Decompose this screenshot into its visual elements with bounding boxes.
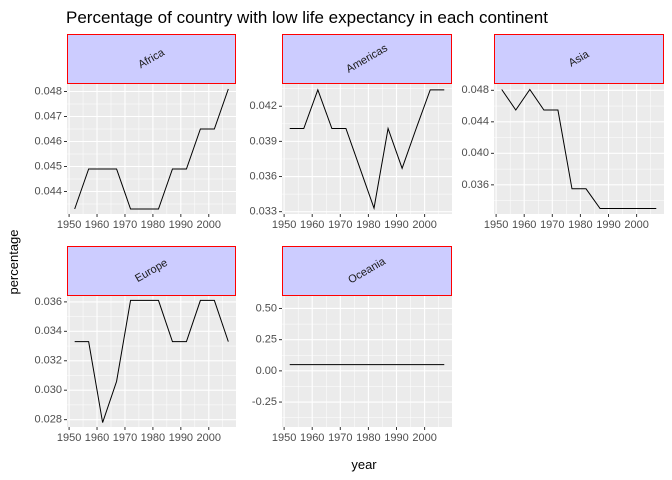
x-tick-label: 1950 bbox=[484, 219, 508, 231]
series-line-asia bbox=[501, 88, 657, 209]
y-tick-label: 0.033 bbox=[249, 206, 277, 218]
x-tick-label: 2000 bbox=[197, 432, 221, 444]
y-tick-label: 0.047 bbox=[34, 110, 62, 122]
x-tick-label: 2000 bbox=[197, 219, 221, 231]
x-tick-label: 1960 bbox=[300, 432, 324, 444]
panel-background bbox=[494, 84, 664, 214]
y-tick-label: 0.036 bbox=[461, 179, 489, 191]
x-tick-label: 1960 bbox=[85, 219, 109, 231]
facet-strip bbox=[67, 34, 236, 84]
x-tick-label: 1970 bbox=[328, 432, 352, 444]
x-tick-label: 1950 bbox=[272, 432, 296, 444]
x-tick-label: 1950 bbox=[57, 432, 81, 444]
y-tick-label: 0.036 bbox=[249, 170, 277, 182]
facet-strip bbox=[494, 34, 664, 84]
x-tick-label: 1990 bbox=[596, 219, 620, 231]
y-axis-title: percentage bbox=[6, 229, 21, 294]
x-tick-label: 1960 bbox=[300, 219, 324, 231]
x-tick-label: 1970 bbox=[113, 432, 137, 444]
y-tick-label: 0.044 bbox=[34, 185, 62, 197]
x-tick-label: 1960 bbox=[85, 432, 109, 444]
y-tick-label: 0.045 bbox=[34, 160, 62, 172]
x-axis-title: year bbox=[351, 457, 377, 472]
series-line-africa bbox=[74, 88, 229, 210]
x-tick-label: 2000 bbox=[412, 219, 436, 231]
y-tick-label: 0.044 bbox=[461, 116, 489, 128]
x-tick-label: 1980 bbox=[356, 432, 380, 444]
x-tick-label: 1970 bbox=[328, 219, 352, 231]
y-tick-label: 0.25 bbox=[256, 334, 277, 346]
panel-background bbox=[67, 84, 236, 214]
x-tick-label: 1990 bbox=[384, 432, 408, 444]
y-tick-label: -0.25 bbox=[252, 396, 277, 408]
chart-title: Percentage of country with low life expe… bbox=[66, 8, 548, 27]
x-tick-label: 1980 bbox=[141, 432, 165, 444]
y-tick-label: 0.036 bbox=[34, 296, 62, 308]
y-tick-label: 0.028 bbox=[34, 414, 62, 426]
x-tick-label: 1980 bbox=[141, 219, 165, 231]
x-tick-label: 1980 bbox=[568, 219, 592, 231]
x-tick-label: 1990 bbox=[169, 432, 193, 444]
facet-strip bbox=[282, 34, 452, 84]
y-tick-label: 0.034 bbox=[34, 325, 62, 337]
x-tick-label: 1990 bbox=[169, 219, 193, 231]
y-tick-label: 0.040 bbox=[461, 147, 489, 159]
facet-strip bbox=[67, 246, 236, 296]
x-tick-label: 1990 bbox=[384, 219, 408, 231]
y-tick-label: 0.039 bbox=[249, 135, 277, 147]
series-line-americas bbox=[289, 88, 445, 211]
facet-strip bbox=[282, 246, 452, 296]
x-tick-label: 1980 bbox=[356, 219, 380, 231]
x-tick-label: 1950 bbox=[272, 219, 296, 231]
x-tick-label: 1970 bbox=[540, 219, 564, 231]
series-line-europe bbox=[74, 299, 229, 423]
x-tick-label: 2000 bbox=[624, 219, 648, 231]
x-tick-label: 1960 bbox=[512, 219, 536, 231]
y-tick-label: 0.00 bbox=[256, 365, 277, 377]
y-tick-label: 0.048 bbox=[34, 85, 62, 97]
x-tick-label: 1970 bbox=[113, 219, 137, 231]
x-tick-label: 2000 bbox=[412, 432, 436, 444]
x-tick-label: 1950 bbox=[57, 219, 81, 231]
y-tick-label: 0.042 bbox=[249, 100, 277, 112]
panel-background bbox=[282, 296, 452, 427]
y-tick-label: 0.032 bbox=[34, 355, 62, 367]
y-tick-label: 0.046 bbox=[34, 135, 62, 147]
y-tick-label: 0.048 bbox=[461, 84, 489, 96]
panel-background bbox=[282, 84, 452, 214]
y-tick-label: 0.030 bbox=[34, 384, 62, 396]
y-tick-label: 0.50 bbox=[256, 302, 277, 314]
